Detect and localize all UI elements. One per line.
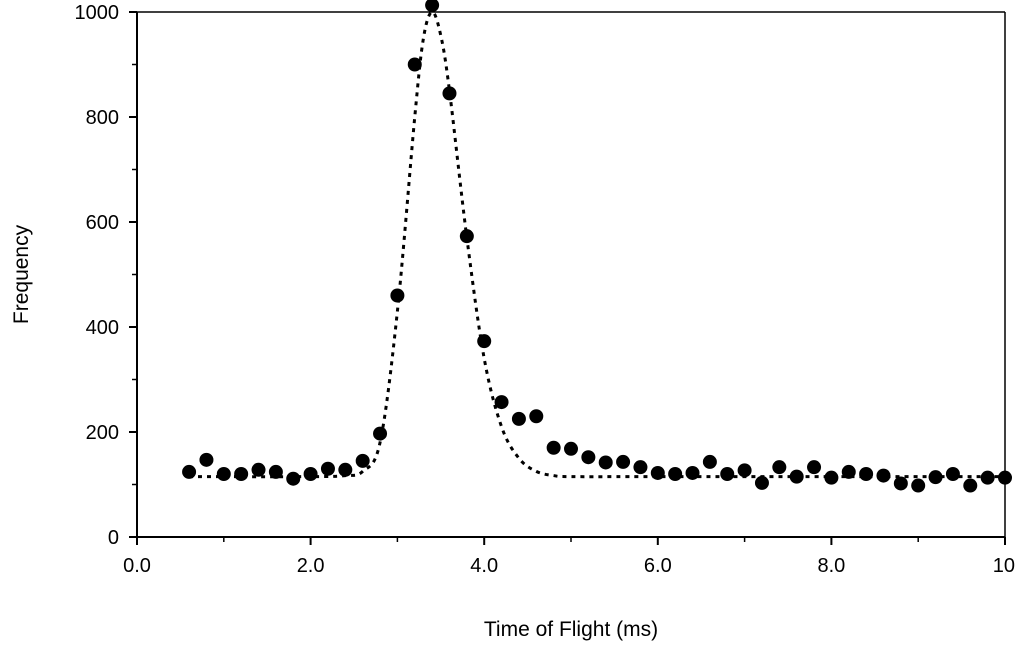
data-point [425,0,440,13]
data-point [251,462,266,477]
data-point [459,229,474,244]
data-point [373,426,388,441]
data-point [702,454,717,469]
data-point [772,460,787,475]
data-point [737,463,752,478]
x-tick-label: 0.0 [123,555,151,577]
x-tick-label: 4.0 [470,555,498,577]
data-point [268,464,283,479]
x-axis-label: Time of Flight (ms) [484,618,658,641]
data-point [859,467,874,481]
data-point [199,452,214,467]
data-point [216,467,231,481]
y-axis-ticks: 0 200 400 600 800 1000 [75,2,137,549]
data-point [650,465,665,480]
data-point [824,470,839,485]
data-point [407,57,422,72]
data-point [355,453,370,468]
x-tick-label: 10 [993,555,1015,577]
y-tick-label: 200 [86,422,119,444]
data-point [494,395,509,410]
y-axis-label: Frequency [10,224,33,324]
fit-line-layer [189,10,1005,479]
y-tick-label: 1000 [75,2,120,24]
data-point [390,288,405,303]
x-tick-label: 6.0 [644,555,672,577]
data-point [511,411,526,426]
data-point [893,476,908,491]
data-points-layer [182,0,1012,493]
data-point [911,478,926,493]
data-point [668,467,683,481]
data-point [789,469,804,484]
x-axis-ticks: 0.0 2.0 4.0 6.0 8.0 10 [123,537,1015,577]
data-point [581,450,596,465]
data-point [303,467,318,481]
data-point [980,470,995,485]
data-point [945,467,960,481]
x-tick-label: 8.0 [817,555,845,577]
data-point [529,409,544,424]
data-point [442,86,457,101]
plot-area [136,11,1006,538]
data-point [234,467,249,481]
data-point [182,464,197,479]
data-point [807,460,822,475]
data-point [286,471,301,486]
data-point [477,334,492,349]
data-point [998,470,1012,485]
data-point [754,475,769,490]
data-point [928,470,943,485]
data-point [876,468,891,483]
data-point [685,465,700,480]
data-point [564,441,578,456]
x-tick-label: 2.0 [297,555,325,577]
data-point [963,478,978,493]
y-tick-label: 600 [86,212,119,234]
data-point [598,455,613,470]
data-point [546,440,561,455]
y-tick-label: 800 [86,107,119,129]
data-point [338,462,353,477]
data-point [633,460,648,475]
y-tick-label: 400 [86,317,119,339]
data-point [320,461,335,476]
data-point [616,454,631,469]
fit-curve [189,10,1005,479]
data-point [841,464,856,479]
y-tick-label: 0 [108,527,119,549]
data-point [720,467,735,481]
